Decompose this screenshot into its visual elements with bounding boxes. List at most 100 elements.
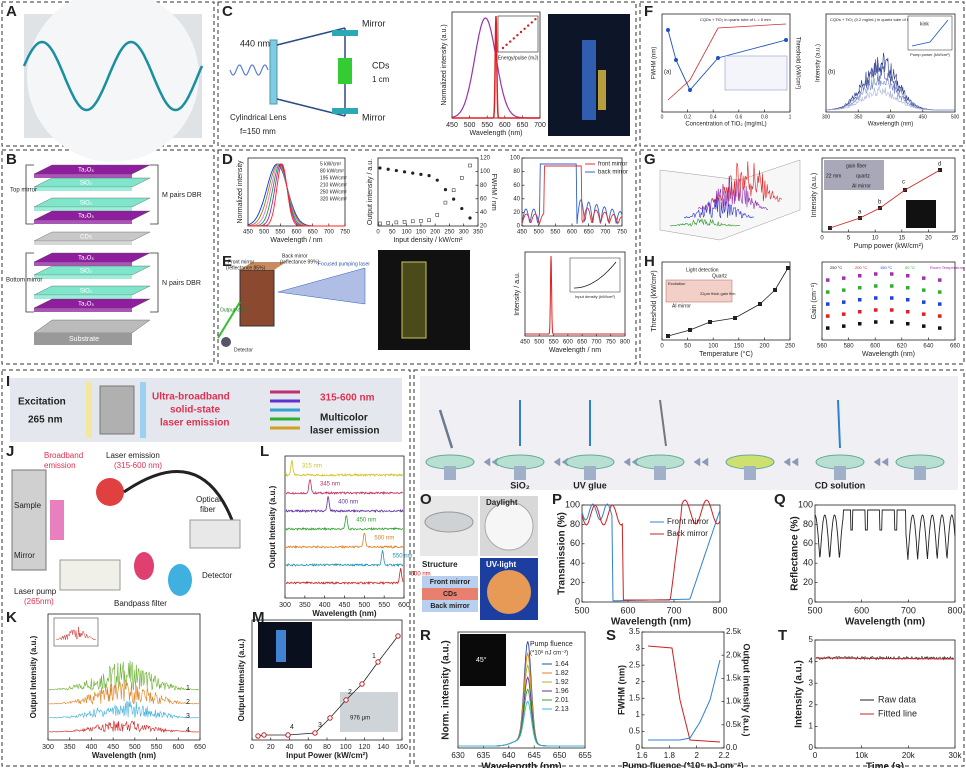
detector [221, 337, 231, 347]
label: 3 [318, 722, 322, 729]
label: 2.13 [555, 706, 569, 713]
label: Raw data [878, 694, 916, 704]
label: kink [920, 21, 929, 27]
x-tick-label: 0 [660, 344, 664, 350]
curve [285, 515, 404, 531]
y-tick-label: 4 [809, 657, 814, 666]
x-tick-label: 40 [286, 744, 294, 751]
label: Ultra-broadband [152, 392, 230, 403]
label: 400 nm [338, 500, 358, 506]
curve [873, 457, 889, 467]
point [890, 308, 894, 312]
x-tick-label: 15 [898, 236, 905, 242]
label: 210 kW/cm² [320, 182, 347, 188]
label: Top mirror [10, 188, 37, 194]
x-tick-label: 700 [591, 340, 602, 346]
label: Back mirror [282, 253, 308, 259]
mask [16, 8, 24, 144]
x-tick-label: 640 [502, 751, 516, 760]
curve [911, 19, 949, 47]
point [410, 219, 415, 224]
label: Output laser [220, 307, 248, 313]
stand [514, 466, 526, 480]
x-tick-label: 25 [952, 236, 959, 242]
label: 200 °C [855, 265, 867, 270]
x-tick-label: 450 [517, 230, 528, 236]
y-tick-label: 0 [636, 743, 641, 752]
point [773, 288, 777, 292]
label: back mirror [598, 170, 628, 176]
point [938, 302, 942, 306]
layer-side [34, 220, 132, 224]
label: M pairs DBR [162, 192, 202, 199]
curve [815, 657, 955, 660]
y-tick-label: 20 [803, 577, 813, 587]
label: c [902, 180, 905, 186]
cell [239, 269, 275, 327]
curve [459, 700, 584, 747]
label: Ta₂O₅ [78, 168, 94, 174]
label: Optical [196, 495, 221, 504]
x-axis-label: Wavelength (nm) [862, 351, 915, 358]
label: UV-light [486, 560, 517, 569]
label: (a) [664, 70, 671, 76]
label: d [938, 162, 941, 168]
point [468, 163, 472, 168]
x-tick-label: 500 [534, 340, 545, 346]
point [874, 296, 878, 300]
point [443, 200, 448, 205]
label: CD solution [815, 480, 866, 490]
x-axis-label: Input density / kW/cm² [393, 237, 463, 244]
label: 1.82 [555, 670, 569, 677]
label: quartz [856, 173, 870, 179]
point [359, 681, 365, 687]
label: fiber [200, 505, 216, 514]
curve [150, 252, 159, 313]
x-tick-label: 500 [951, 114, 960, 120]
label: 50 °C [905, 265, 915, 270]
point [666, 28, 670, 32]
inset [569, 257, 621, 293]
y-tick-label: 2 [809, 700, 814, 709]
point [285, 732, 291, 738]
y-tick-label: 40 [570, 558, 580, 568]
layer-side [34, 187, 132, 191]
y-axis-label: Output intensity / a.u. [367, 159, 374, 225]
label: 1.64 [555, 661, 569, 668]
label: Cylindrical Lens [230, 113, 286, 122]
curve [123, 470, 234, 521]
x-tick-label: 300 [279, 602, 291, 609]
x-tick-label: 5 [847, 236, 851, 242]
axes-frame [821, 261, 956, 341]
label: CDs [372, 60, 390, 70]
y2-tick-label: 1.5k [726, 674, 742, 683]
point [842, 324, 846, 328]
point [890, 296, 894, 300]
label: 1 [186, 685, 190, 692]
y-tick-label: 20 [513, 210, 520, 216]
axes-frame [47, 613, 201, 741]
y-tick-label: 1.5 [629, 693, 641, 702]
x-tick-label: 650 [517, 122, 529, 129]
layer [422, 588, 478, 600]
label: Structure [422, 560, 458, 569]
x-tick-label: 560 [817, 344, 828, 350]
label: 500 nm [374, 536, 394, 542]
label: 315-600 nm [320, 393, 375, 404]
point [906, 297, 910, 302]
x-tick-label: 550 [275, 230, 286, 236]
x-tick-label: 700 [666, 605, 681, 615]
y2-tick-label: 100 [480, 169, 491, 175]
y-tick-label: 0 [517, 224, 521, 230]
label: f=150 mm [240, 127, 276, 136]
label: emission [44, 461, 76, 470]
curve [55, 626, 97, 641]
mirror [140, 382, 146, 438]
layer-side [34, 295, 132, 299]
curve [647, 645, 721, 743]
layer-side [34, 241, 132, 245]
x-tick-label: 550 [549, 340, 560, 346]
stand [914, 466, 926, 480]
y-axis-label: Norm. intensity (a.u.) [441, 640, 452, 739]
label: 4 [186, 727, 190, 734]
